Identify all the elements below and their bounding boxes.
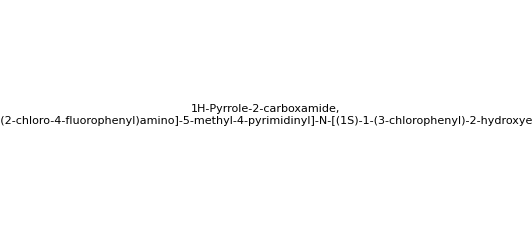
Text: 1H-Pyrrole-2-carboxamide, 4-[2-[(2-chloro-4-fluorophenyl)amino]-5-methyl-4-pyrim: 1H-Pyrrole-2-carboxamide, 4-[2-[(2-chlor… — [0, 104, 532, 125]
